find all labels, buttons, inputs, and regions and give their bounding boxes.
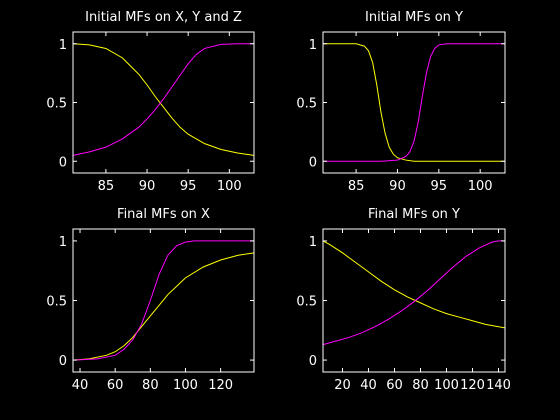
x-tick-label: 100	[173, 378, 198, 393]
y-tick-label: 0.5	[296, 97, 317, 112]
y-tick-label: 0	[309, 155, 317, 170]
y-tick-label: 1	[59, 235, 67, 250]
x-tick-label: 40	[72, 378, 89, 393]
x-tick-label: 80	[142, 378, 159, 393]
chart-panel-4: Final MFs on Y 20 40 60 80 100 120 140 0 0.5 1	[296, 207, 511, 393]
chart-title: Final MFs on X	[117, 207, 210, 222]
x-tick-label: 140	[486, 378, 511, 393]
x-tick-label: 20	[334, 378, 351, 393]
y-tick-label: 0	[59, 155, 67, 170]
y-tick-label: 1	[59, 38, 67, 53]
chart-panel-3: Final MFs on X 40 60 80 100 120 0 0.5 1	[46, 207, 255, 393]
x-tick-label: 100	[468, 179, 493, 194]
x-tick-label: 95	[180, 179, 197, 194]
x-tick-label: 60	[386, 378, 403, 393]
chart-panel-2: Initial MFs on Y 85 90 95 100 0 0.5 1	[296, 10, 506, 194]
x-tick-label: 40	[360, 378, 377, 393]
series-line-2	[323, 43, 505, 162]
x-tick-label: 100	[217, 179, 242, 194]
chart-title: Initial MFs on X, Y and Z	[85, 10, 242, 25]
chart-title: Final MFs on Y	[368, 207, 460, 222]
x-tick-label: 90	[389, 179, 406, 194]
x-tick-label: 90	[139, 179, 156, 194]
x-tick-label: 95	[431, 179, 448, 194]
y-tick-label: 0.5	[296, 295, 317, 310]
y-tick-label: 0.5	[46, 295, 67, 310]
series-line-2	[73, 240, 254, 361]
series-line-1	[323, 240, 505, 329]
series-line-1	[73, 252, 254, 361]
x-tick-label: 85	[348, 179, 365, 194]
x-tick-label: 85	[98, 179, 115, 194]
y-tick-label: 1	[309, 38, 317, 53]
series-line-2	[73, 43, 254, 156]
y-tick-label: 0	[59, 354, 67, 369]
series-line-1	[73, 43, 254, 156]
x-tick-label: 120	[460, 378, 485, 393]
chart-title: Initial MFs on Y	[365, 10, 463, 25]
series-line-1	[323, 43, 505, 162]
x-tick-label: 120	[208, 378, 233, 393]
series-line-2	[323, 240, 505, 346]
y-tick-label: 0	[309, 354, 317, 369]
x-tick-label: 100	[434, 378, 459, 393]
chart-panel-1: Initial MFs on X, Y and Z 85 90 95 100 0 0.5 1	[46, 10, 255, 194]
y-tick-label: 1	[309, 235, 317, 250]
x-tick-label: 80	[412, 378, 429, 393]
y-tick-label: 0.5	[46, 97, 67, 112]
x-tick-label: 60	[107, 378, 124, 393]
